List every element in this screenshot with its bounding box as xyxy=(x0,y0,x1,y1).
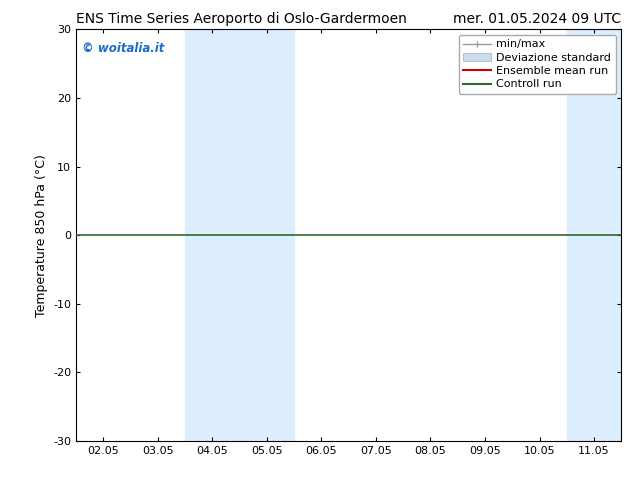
Text: © woitalia.it: © woitalia.it xyxy=(82,42,164,55)
Text: mer. 01.05.2024 09 UTC: mer. 01.05.2024 09 UTC xyxy=(453,12,621,26)
Y-axis label: Temperature 850 hPa (°C): Temperature 850 hPa (°C) xyxy=(34,154,48,317)
Text: ENS Time Series Aeroporto di Oslo-Gardermoen: ENS Time Series Aeroporto di Oslo-Garder… xyxy=(76,12,407,26)
Bar xyxy=(240,29,294,441)
Legend: min/max, Deviazione standard, Ensemble mean run, Controll run: min/max, Deviazione standard, Ensemble m… xyxy=(458,35,616,94)
Bar xyxy=(567,29,621,441)
Bar xyxy=(185,29,240,441)
